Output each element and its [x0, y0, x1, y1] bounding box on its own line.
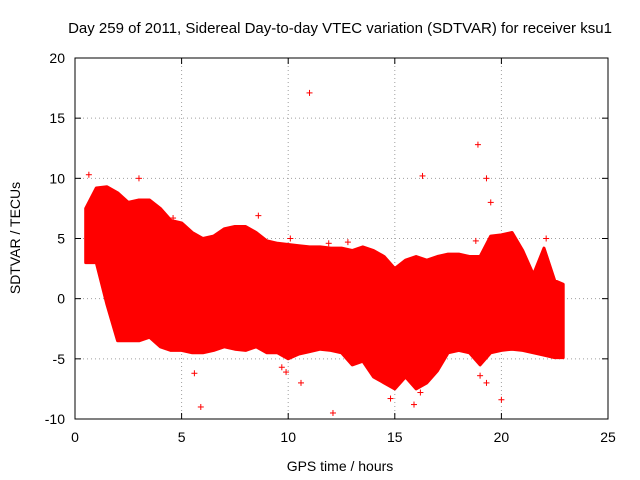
data-point — [325, 240, 332, 247]
y-axis-label: SDTVAR / TECUs — [7, 182, 23, 294]
y-tick-label: 15 — [49, 110, 65, 126]
data-point — [287, 235, 294, 242]
data-point — [329, 409, 336, 416]
data-point — [163, 235, 170, 242]
data-point — [483, 175, 490, 182]
outlier-points — [85, 89, 550, 416]
x-tick-label: 20 — [494, 429, 510, 445]
chart-title: Day 259 of 2011, Sidereal Day-to-day VTE… — [68, 20, 612, 37]
x-tick-label: 15 — [387, 429, 403, 445]
data-point — [306, 89, 313, 96]
x-tick-label: 25 — [600, 429, 616, 445]
y-tick-label: -10 — [45, 411, 65, 427]
data-point — [417, 389, 424, 396]
y-tick-label: 20 — [49, 50, 65, 66]
data-point — [474, 141, 481, 148]
y-tick-label: -5 — [53, 351, 66, 367]
data-point — [191, 370, 198, 377]
y-tick-label: 5 — [57, 231, 65, 247]
data-point — [170, 215, 177, 222]
data-point — [197, 403, 204, 410]
data-point — [283, 369, 290, 376]
data-point — [410, 401, 417, 408]
data-point — [472, 237, 479, 244]
x-tick-label: 0 — [71, 429, 79, 445]
data-envelope — [84, 185, 565, 391]
data-point — [344, 239, 351, 246]
data-point — [419, 172, 426, 179]
data-point — [483, 379, 490, 386]
data-point — [487, 199, 494, 206]
x-tick-label: 5 — [178, 429, 186, 445]
x-tick-label: 10 — [280, 429, 296, 445]
data-point — [255, 212, 262, 219]
data-point — [477, 372, 484, 379]
data-point — [387, 395, 394, 402]
axis-ticks: 0 5 10 15 20 25 -10 -5 0 5 10 15 20 — [45, 50, 616, 445]
data-point — [498, 396, 505, 403]
y-tick-label: 10 — [49, 170, 65, 186]
x-axis-label: GPS time / hours — [287, 458, 394, 474]
data-point — [278, 364, 285, 371]
data-point — [85, 171, 92, 178]
data-point — [543, 235, 550, 242]
y-tick-label: 0 — [57, 291, 65, 307]
data-point — [135, 175, 142, 182]
data-point — [297, 379, 304, 386]
data-band — [84, 185, 565, 391]
